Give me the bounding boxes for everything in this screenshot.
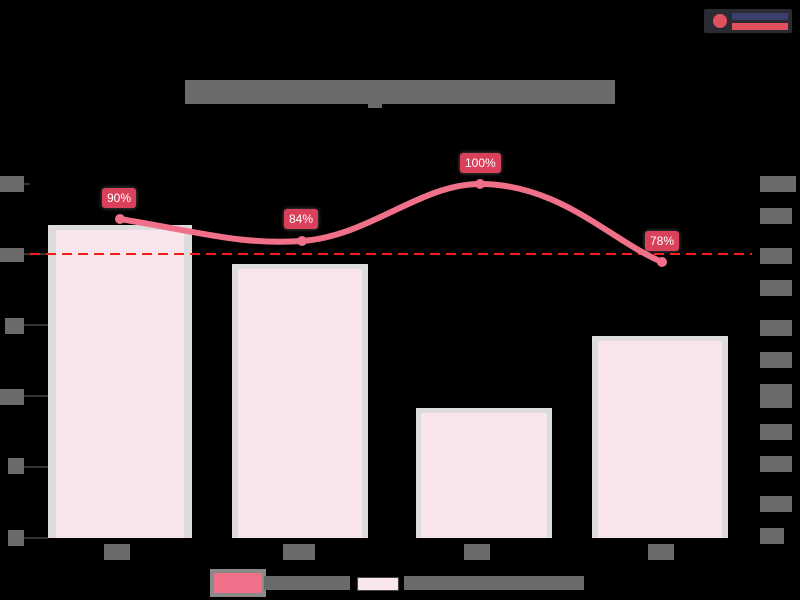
data-label-2: 100% xyxy=(460,153,501,173)
logo-icon xyxy=(713,14,727,28)
x-axis xyxy=(104,544,674,560)
legend-label-bar[interactable]: [bar series] xyxy=(404,576,584,590)
bar-series xyxy=(48,225,728,538)
chart-title-descender xyxy=(368,100,382,108)
right-axis xyxy=(760,176,796,544)
logo-wordmark-bottom xyxy=(732,23,788,30)
left-axis xyxy=(0,176,24,546)
legend-swatch-line[interactable] xyxy=(210,569,266,597)
line-series xyxy=(117,180,665,265)
chart-title: [redacted title] xyxy=(185,80,615,104)
legend-swatch-bar[interactable] xyxy=(357,577,399,591)
data-label-0: 90% xyxy=(102,188,137,208)
data-label-3: 78% xyxy=(645,231,680,251)
data-label-1: 84% xyxy=(284,209,319,229)
brand-logo xyxy=(704,9,792,33)
legend-label-line[interactable]: [line series] xyxy=(264,576,350,590)
logo-wordmark-top xyxy=(732,13,788,20)
